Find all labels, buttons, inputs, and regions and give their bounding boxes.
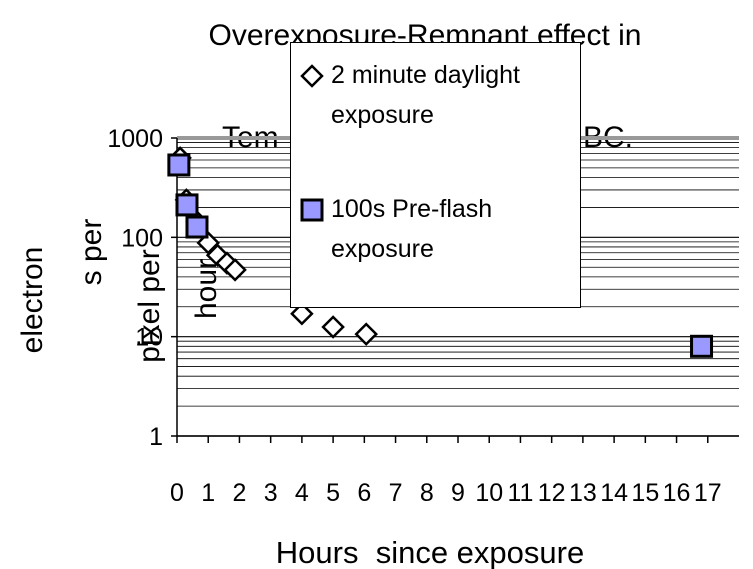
data-point (175, 193, 199, 217)
x-tick-label: 13 (569, 479, 597, 507)
y-tick-label: 1 (149, 423, 163, 451)
x-tick-label: 8 (420, 479, 434, 507)
x-axis-label: Hours since exposure (276, 535, 584, 569)
data-point (223, 258, 247, 282)
data-point (290, 302, 314, 326)
legend-entry: 2 minute daylight exposure (299, 61, 571, 135)
y-tick-label: 10 (135, 324, 163, 352)
x-tick-label: 15 (631, 479, 659, 507)
x-tick-label: 3 (264, 479, 278, 507)
x-tick-label: 2 (232, 479, 246, 507)
x-tick-label: 1 (201, 479, 215, 507)
x-tick-label: 10 (475, 479, 503, 507)
y-tick-label: 1000 (107, 125, 163, 153)
data-point (321, 315, 345, 339)
legend-label: 2 minute daylight exposure (331, 61, 521, 129)
x-tick-label: 4 (295, 479, 309, 507)
y-axis-label: electron (16, 247, 49, 354)
data-point (167, 153, 191, 177)
x-tick-label: 6 (357, 479, 371, 507)
legend: 2 minute daylight exposure 100s Pre-flash… (290, 42, 581, 308)
x-tick-label: 14 (600, 479, 628, 507)
legend-swatch (300, 198, 324, 222)
y-axis-label: pixel per (133, 249, 166, 362)
x-tick-label: 17 (694, 479, 722, 507)
data-point (185, 215, 209, 239)
y-axis-label: hour (190, 259, 223, 319)
legend-label: 100s Pre-flash exposure (331, 195, 493, 263)
x-tick-label: 9 (451, 479, 465, 507)
x-tick-label: 0 (170, 479, 184, 507)
data-point (300, 198, 324, 222)
data-point (196, 231, 220, 255)
x-tick-label: 7 (389, 479, 403, 507)
x-tick-label: 5 (326, 479, 340, 507)
legend-entry: 100s Pre-flash exposure (299, 195, 571, 269)
x-tick-label: 12 (538, 479, 566, 507)
data-point (690, 334, 714, 358)
data-point (300, 64, 324, 88)
data-point (354, 322, 378, 346)
y-axis-label: s per (75, 219, 108, 286)
x-tick-label: 16 (663, 479, 691, 507)
x-tick-label: 11 (507, 479, 533, 507)
y-tick-label: 100 (121, 224, 163, 252)
legend-swatch (300, 64, 324, 88)
